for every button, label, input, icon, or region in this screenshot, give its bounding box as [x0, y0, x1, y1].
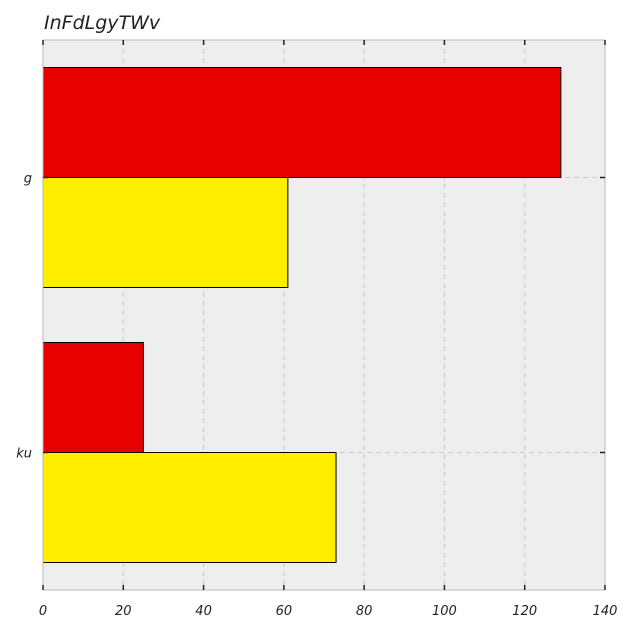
- bar-g-series-2: [42, 177, 289, 288]
- bar-ku-series-1: [42, 342, 144, 453]
- y-tick-label: ku: [16, 447, 32, 462]
- bar-ku-series-2: [42, 452, 337, 563]
- chart-title: InFdLgyTWv: [44, 12, 161, 34]
- bar-g-series-1: [42, 67, 562, 178]
- x-tick-label: 0: [39, 604, 47, 619]
- x-tick-label: 20: [115, 604, 132, 619]
- y-tick-labels: ku g: [16, 172, 32, 462]
- x-tick-label: 120: [512, 604, 537, 619]
- bars-group: [42, 67, 562, 563]
- x-tick-label: 60: [276, 604, 293, 619]
- plot-frame: [42, 39, 606, 591]
- x-tick-labels: 0 20 40 60 80 100 120 140: [39, 604, 618, 619]
- x-tick-label: 80: [356, 604, 373, 619]
- x-tick-label: 140: [593, 604, 618, 619]
- x-tick-label: 100: [432, 604, 457, 619]
- y-tick-label: g: [24, 172, 32, 187]
- x-tick-label: 40: [195, 604, 212, 619]
- axis-ticks: [42, 40, 606, 590]
